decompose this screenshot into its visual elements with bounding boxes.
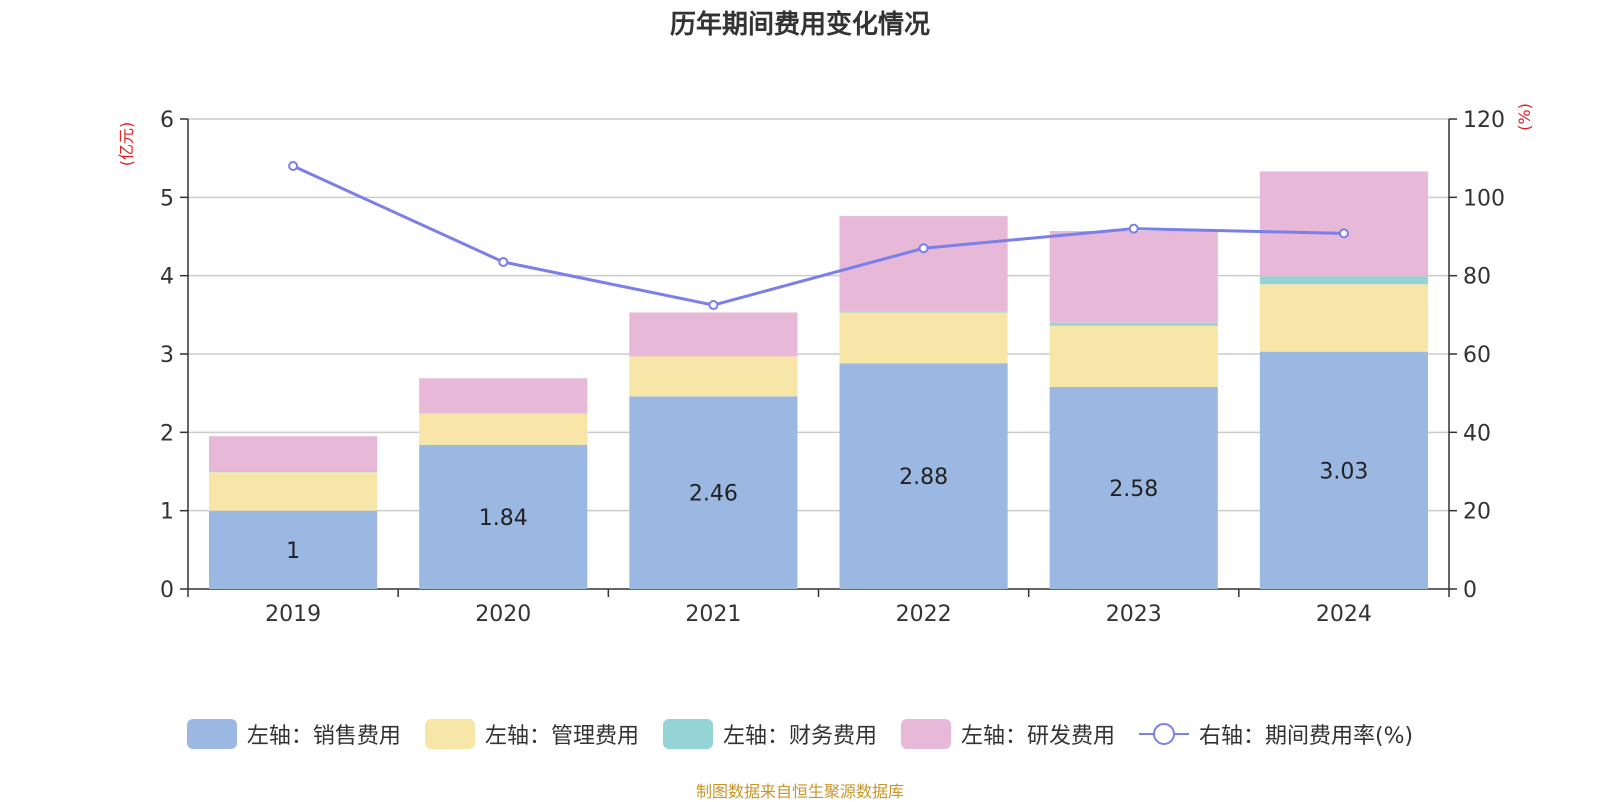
bar-segment-1 (419, 413, 588, 445)
bar-segment-1 (629, 356, 798, 397)
legend-label-rate: 右轴：期间费用率(%) (1198, 724, 1414, 749)
bar-data-label: 3.03 (1319, 459, 1368, 484)
legend-label-sales: 左轴：销售费用 (246, 724, 401, 749)
right-axis-tick-label: 20 (1463, 500, 1491, 525)
legend-item-sales[interactable]: 左轴：销售费用 (186, 718, 401, 750)
rate-point (708, 300, 719, 311)
left-axis-tick-label: 2 (160, 421, 174, 446)
x-axis-tick-label: 2020 (475, 602, 531, 627)
bar-segment-2 (1259, 276, 1428, 285)
legend-swatch-finance (662, 719, 713, 749)
x-axis-tick-label: 2022 (896, 602, 952, 627)
bar-segment-1 (839, 312, 1008, 364)
bar-segment-3 (1259, 171, 1428, 277)
bar-segment-0 (1259, 351, 1428, 589)
left-axis-tick-label: 1 (160, 500, 174, 525)
source-note: 制图数据来自恒生聚源数据库 (695, 782, 904, 801)
left-axis-tick-label: 3 (160, 343, 174, 368)
bar-segment-0 (209, 510, 378, 589)
bar-segment-2 (1049, 322, 1218, 326)
rate-point (1338, 228, 1349, 239)
legend-swatch-sales (186, 719, 237, 749)
legend-line-circle-icon (1138, 719, 1189, 749)
right-axis-tick-label: 100 (1463, 186, 1505, 211)
legend-item-rate[interactable]: 右轴：期间费用率(%) (1138, 718, 1414, 750)
bar-data-label: 1.84 (479, 506, 528, 531)
legend-label-finance: 左轴：财务费用 (722, 724, 877, 749)
rate-point (288, 161, 299, 171)
right-axis-tick-label: 0 (1463, 578, 1477, 603)
bar-segment-0 (629, 396, 798, 589)
legend-label-admin: 左轴：管理费用 (484, 724, 639, 749)
legend: 左轴：销售费用 左轴：管理费用 左轴：财务费用 左轴：研发费用 右轴：期间费用率… (0, 718, 1600, 750)
legend-item-admin[interactable]: 左轴：管理费用 (424, 718, 639, 750)
bar-segment-3 (419, 378, 588, 414)
bar-segment-2 (209, 471, 378, 473)
legend-item-finance[interactable]: 左轴：财务费用 (662, 718, 877, 750)
bar-segment-2 (839, 311, 1008, 313)
x-axis-tick-label: 2023 (1106, 602, 1162, 627)
rate-line (292, 164, 1344, 307)
left-axis-tick-label: 6 (160, 108, 174, 133)
left-axis-tick-label: 0 (160, 578, 174, 603)
bar-data-label: 1 (286, 539, 300, 564)
x-axis-tick-label: 2021 (685, 602, 741, 627)
legend-label-rnd: 左轴：研发费用 (960, 724, 1115, 749)
bar-segment-0 (839, 363, 1008, 589)
right-axis-tick-label: 80 (1463, 265, 1491, 290)
legend-swatch-rnd (900, 719, 951, 749)
right-axis-tick-label: 60 (1463, 343, 1491, 368)
bar-segment-3 (1049, 231, 1218, 323)
left-axis-unit-label: (亿元) (117, 122, 136, 167)
bar-segment-0 (1049, 386, 1218, 589)
legend-item-rnd[interactable]: 左轴：研发费用 (900, 718, 1115, 750)
rate-point (918, 243, 929, 254)
bar-segment-1 (1259, 284, 1428, 352)
bar-segment-3 (629, 312, 798, 357)
chart-title: 历年期间费用变化情况 (669, 10, 930, 40)
left-axis-tick-label: 5 (160, 186, 174, 211)
bar-data-label: 2.46 (689, 482, 738, 507)
legend-swatch-admin (424, 719, 475, 749)
right-axis-unit-label: (%) (1515, 103, 1534, 131)
right-axis-tick-label: 120 (1463, 108, 1505, 133)
x-axis-tick-label: 2024 (1316, 602, 1372, 627)
rate-point (1128, 223, 1139, 234)
right-axis-tick-label: 40 (1463, 421, 1491, 446)
x-axis-tick-label: 2019 (265, 602, 321, 627)
bar-segment-3 (209, 436, 378, 472)
bar-data-label: 2.88 (899, 465, 948, 490)
bar-segment-0 (419, 444, 588, 589)
bar-segment-1 (209, 472, 378, 511)
rate-point (498, 256, 509, 267)
bar-segment-1 (1049, 325, 1218, 387)
bar-data-label: 2.58 (1109, 477, 1158, 502)
left-axis-tick-label: 4 (160, 265, 174, 290)
